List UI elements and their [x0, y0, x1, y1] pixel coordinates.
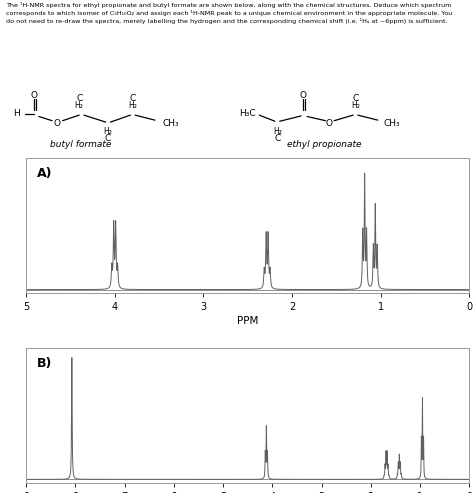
Text: H₂: H₂ — [351, 101, 360, 110]
Text: CH₃: CH₃ — [384, 119, 401, 128]
Text: H: H — [13, 109, 20, 118]
X-axis label: PPM: PPM — [237, 317, 258, 326]
Text: The ¹H-NMR spectra for ethyl propionate and butyl formate are shown below, along: The ¹H-NMR spectra for ethyl propionate … — [6, 2, 452, 25]
Text: H₂: H₂ — [128, 101, 137, 110]
Text: C: C — [274, 134, 281, 142]
Text: H₂: H₂ — [273, 127, 282, 136]
Text: O: O — [31, 91, 37, 100]
Text: O: O — [326, 119, 333, 128]
Text: H₂: H₂ — [75, 101, 83, 110]
Text: A): A) — [37, 167, 53, 180]
Text: CH₃: CH₃ — [163, 119, 179, 128]
Text: O: O — [54, 119, 60, 128]
Text: O: O — [300, 91, 307, 100]
Text: C: C — [105, 135, 111, 143]
Text: H₃C: H₃C — [239, 109, 256, 118]
Text: C: C — [76, 94, 82, 103]
Text: C: C — [129, 94, 136, 103]
Text: C: C — [352, 94, 359, 103]
Text: butyl formate: butyl formate — [50, 141, 111, 149]
Text: H₂: H₂ — [104, 127, 112, 137]
Text: B): B) — [37, 357, 53, 370]
Text: ethyl propionate: ethyl propionate — [287, 141, 362, 149]
